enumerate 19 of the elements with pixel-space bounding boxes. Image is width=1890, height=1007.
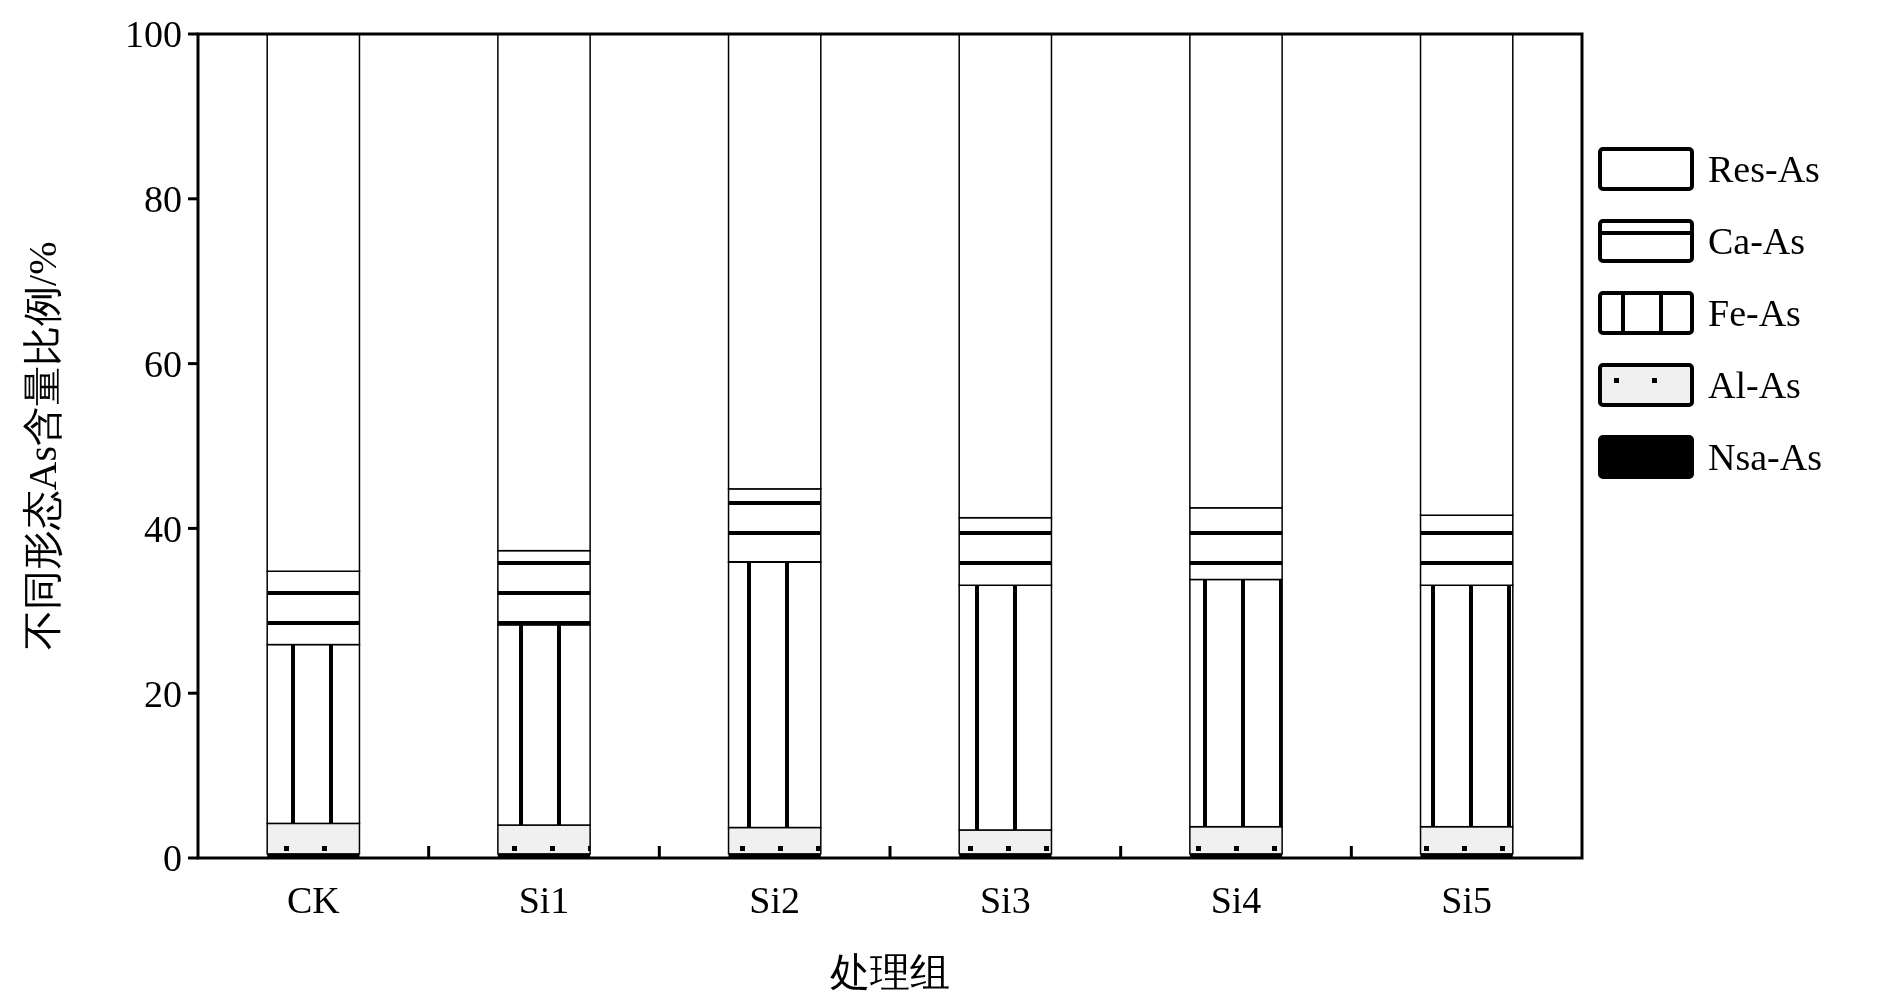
y-axis-title: 不同形态As含量比例/% (20, 241, 65, 651)
x-tick-label: Si5 (1441, 879, 1493, 921)
x-axis-title: 处理组 (830, 950, 950, 995)
x-tick-label: CK (286, 879, 341, 921)
y-tick-label: 80 (144, 178, 182, 221)
y-tick-label: 0 (163, 837, 182, 880)
legend-label: Ca-As (1708, 220, 1806, 263)
legend-label: Nsa-As (1708, 436, 1822, 479)
legend-label: Res-As (1708, 148, 1820, 191)
legend-label: Fe-As (1708, 292, 1801, 335)
y-tick-label: 100 (125, 13, 182, 56)
y-tick-label: 40 (144, 507, 182, 550)
x-tick-label: Si3 (979, 879, 1031, 921)
x-tick-label: Si4 (1210, 879, 1262, 921)
x-tick-label: Si2 (749, 879, 801, 921)
legend-label: Al-As (1708, 364, 1801, 407)
y-tick-label: 60 (144, 342, 182, 385)
y-tick-label: 20 (144, 672, 182, 715)
x-tick-label: Si1 (518, 879, 570, 921)
